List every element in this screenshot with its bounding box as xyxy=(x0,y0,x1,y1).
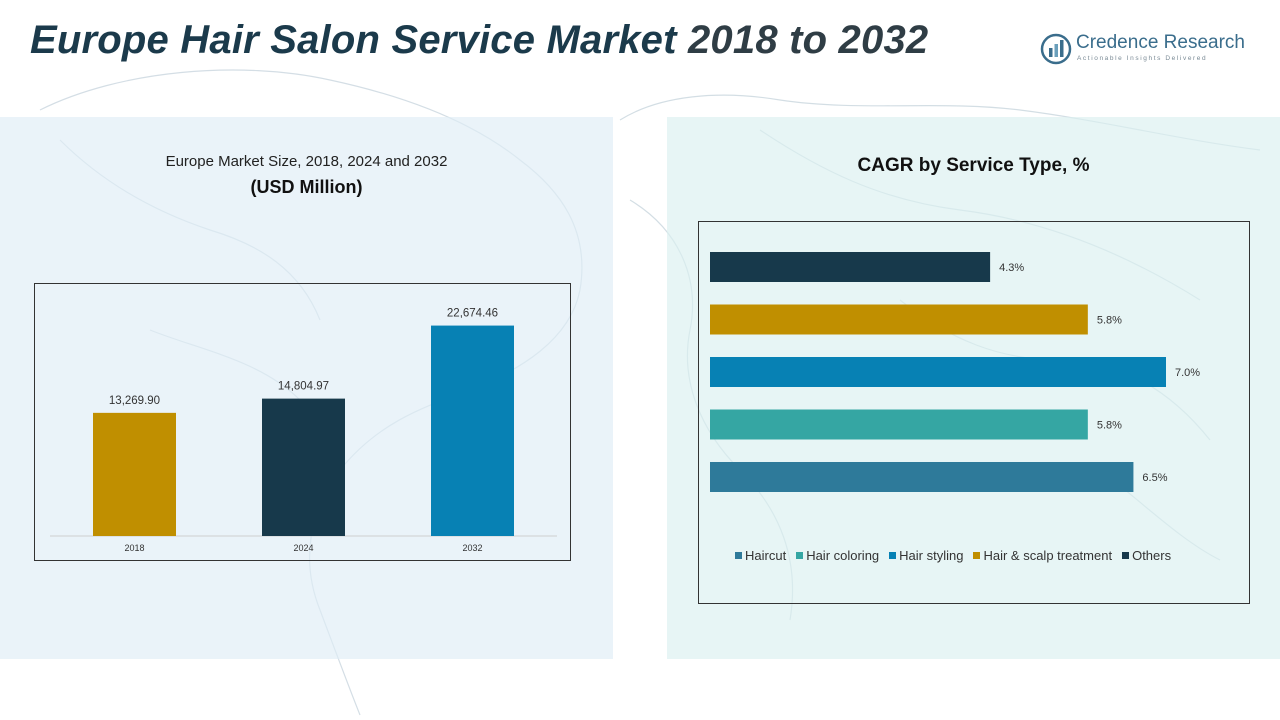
cagr-title: CAGR by Service Type, % xyxy=(857,155,1090,176)
cagr-legend: Haircut Hair coloring Hair styling Hair & s… xyxy=(735,546,1245,564)
bar-2018 xyxy=(93,412,176,536)
page-title: Europe Hair Salon Service Market 2018 to… xyxy=(30,18,929,62)
legend-item: Hair coloring xyxy=(796,548,879,563)
market-size-chart: 13,269.90 2018 14,804.97 2024 22,674.46 2032 xyxy=(50,308,557,553)
cagr-chart-frame: 4.3% 5.8% 7.0% 5.8% 6.5% xyxy=(698,221,1250,604)
cagr-chart: 4.3% 5.8% 7.0% 5.8% 6.5% xyxy=(710,252,1200,492)
hbar-hair-styling xyxy=(710,357,1166,387)
hbar-value-label: 5.8% xyxy=(1097,315,1122,327)
logo: Credence Research Actionable Insights De… xyxy=(1040,30,1260,70)
legend-swatch xyxy=(735,551,742,559)
bar-2024 xyxy=(262,398,345,536)
hbar-hair-coloring xyxy=(710,409,1088,440)
cagr-panel xyxy=(667,117,1280,659)
legend-swatch xyxy=(973,551,981,559)
hbar-haircut xyxy=(710,462,1134,492)
bar-value-label: 14,804.97 xyxy=(278,381,329,393)
legend-item: Haircut xyxy=(735,548,786,563)
x-tick-label: 2032 xyxy=(462,543,482,553)
hbar-others xyxy=(710,252,991,282)
hbar-value-label: 4.3% xyxy=(999,262,1024,274)
market-size-title: Europe Market Size, 2018, 2024 and 2032 xyxy=(165,153,448,170)
legend-item: Hair styling xyxy=(889,548,963,563)
legend-label: Hair styling xyxy=(899,547,964,563)
legend-item: Hair & scalp treatment xyxy=(973,548,1112,563)
hbar-hair-scalp-treatment xyxy=(710,304,1088,335)
legend-swatch xyxy=(1122,551,1130,559)
market-size-unit: (USD Million) xyxy=(250,177,363,197)
market-size-chart-frame: 13,269.90 2018 14,804.97 2024 22,674.46 2032 xyxy=(34,283,571,561)
logo-name: Credence Research xyxy=(1076,32,1245,53)
x-tick-label: 2018 xyxy=(124,543,144,553)
legend-label: Others xyxy=(1132,547,1172,563)
hbar-value-label: 6.5% xyxy=(1142,472,1167,484)
hbar-value-label: 5.8% xyxy=(1097,420,1122,432)
x-tick-label: 2024 xyxy=(293,543,313,553)
legend-label: Hair & scalp treatment xyxy=(983,547,1113,563)
legend-label: Haircut xyxy=(745,547,787,563)
legend-swatch xyxy=(796,551,804,559)
legend-swatch xyxy=(889,551,897,559)
hbar-value-label: 7.0% xyxy=(1175,367,1200,379)
legend-item: Others xyxy=(1122,548,1171,563)
legend-label: Hair coloring xyxy=(806,547,880,563)
bar-value-label: 13,269.90 xyxy=(109,395,160,407)
bar-2032 xyxy=(431,325,514,536)
logo-tagline: Actionable Insights Delivered xyxy=(1077,55,1208,62)
logo-mark-icon xyxy=(1040,33,1072,65)
bar-value-label: 22,674.46 xyxy=(447,308,498,320)
